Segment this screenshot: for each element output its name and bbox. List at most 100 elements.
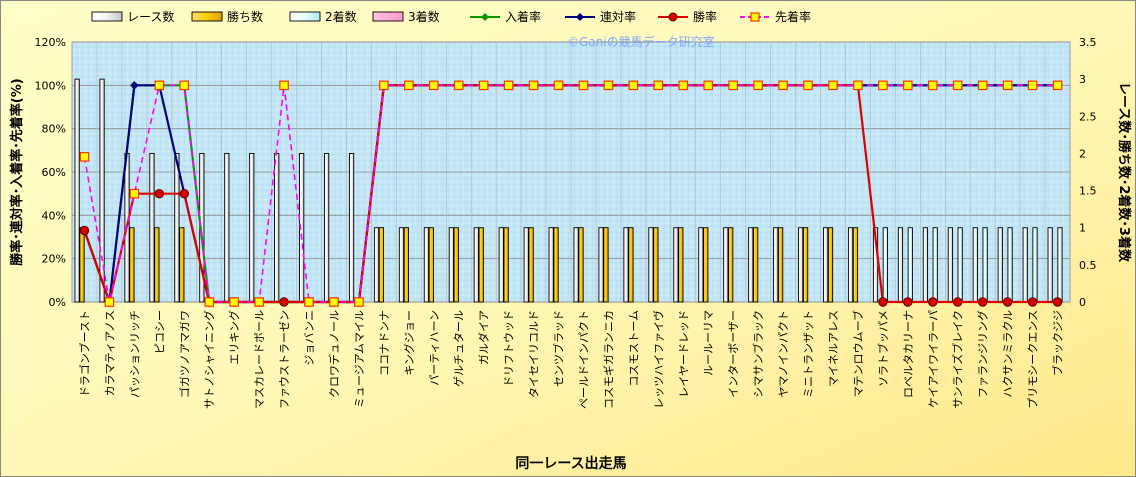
data-point <box>977 80 988 91</box>
x-axis-tick-labels: ドラゴンブースト カラマティアノス パッションリッチ ピコシー ゴガツノアマガワ サトノシ… <box>78 310 1065 409</box>
bar <box>179 227 185 303</box>
bar <box>947 227 953 303</box>
data-point <box>354 297 364 307</box>
left-axis-tick-label: 80% <box>42 123 66 136</box>
data-point <box>453 80 464 91</box>
data-point <box>628 80 639 91</box>
right-axis-tick-label: 1 <box>1079 222 1086 235</box>
bar <box>778 227 784 303</box>
data-point <box>553 80 564 91</box>
data-point <box>653 80 664 91</box>
x-tick-label: ドラゴンブースト <box>78 310 92 397</box>
x-tick-label: マテンロウムーブ <box>851 310 865 397</box>
data-point <box>927 80 938 91</box>
bar <box>224 152 230 303</box>
legend-marker <box>481 13 489 21</box>
bar <box>773 227 779 303</box>
left-axis-tick-label: 120% <box>35 36 66 49</box>
x-tick-label: ルールーリマ <box>702 310 715 376</box>
legend-label: 3着数 <box>408 9 440 24</box>
legend-swatch <box>191 11 223 22</box>
x-tick-label: レッツハイファイヴ <box>651 310 665 409</box>
bar <box>997 227 1003 303</box>
bar <box>957 227 963 303</box>
bar <box>802 227 809 303</box>
x-tick-label: クロワデュノール <box>327 310 341 398</box>
x-tick-label: パーティハーン <box>428 310 441 386</box>
x-tick-label: ピコシー <box>153 310 166 354</box>
bar <box>703 227 709 303</box>
legend-label: 勝率 <box>693 9 717 24</box>
x-tick-label: インターボーザー <box>727 310 740 398</box>
x-tick-label: レイヤードレッド <box>677 310 690 398</box>
data-point <box>952 80 963 91</box>
data-point <box>404 80 414 91</box>
data-point <box>179 80 190 91</box>
legend-marker <box>668 12 678 22</box>
x-tick-label: センツブラッド <box>552 310 566 387</box>
data-point <box>828 80 838 91</box>
data-point <box>428 80 439 91</box>
data-point <box>279 297 289 307</box>
bar <box>827 227 834 303</box>
right-axis-tick-label: 2.5 <box>1079 110 1097 123</box>
legend-label: 勝ち数 <box>227 9 263 24</box>
data-point <box>603 80 614 91</box>
data-point <box>1052 297 1063 307</box>
bar <box>673 227 679 303</box>
bar <box>1022 227 1028 303</box>
bar <box>129 227 135 303</box>
data-point <box>1027 80 1038 91</box>
right-axis-label: レース数･勝ち数･2着数･3着数 <box>1116 82 1132 263</box>
bar <box>653 227 659 303</box>
data-point <box>379 80 389 91</box>
data-point <box>154 80 165 91</box>
x-tick-label: ケイアイワイラーパ <box>927 310 940 408</box>
x-tick-label: ミニトランザット <box>802 310 815 398</box>
bar <box>403 227 409 303</box>
bar-series <box>74 78 1063 303</box>
left-axis-tick-label: 40% <box>42 209 66 222</box>
left-axis: 0% 20% 40% 60% 80% 100% 120% <box>35 36 66 309</box>
data-point <box>129 188 140 199</box>
bar <box>378 227 385 303</box>
bar <box>1057 227 1063 303</box>
bar <box>99 78 105 303</box>
x-tick-label: マスカレードボール <box>253 310 266 409</box>
x-tick-label: ドリフトウッド <box>503 310 516 387</box>
bar <box>74 78 80 303</box>
data-point <box>254 297 264 307</box>
x-tick-label: ペールドインパクト <box>578 310 591 409</box>
data-point <box>229 297 239 307</box>
left-axis-tick-label: 60% <box>42 166 66 179</box>
bar <box>698 227 704 303</box>
bar <box>728 227 734 303</box>
right-axis-tick-label: 1.5 <box>1079 185 1097 198</box>
x-tick-label: ファランジリング <box>976 310 990 398</box>
legend-marker <box>750 12 760 22</box>
data-point <box>903 297 913 307</box>
data-point <box>977 297 988 307</box>
x-tick-label: コスモストーム <box>627 310 640 387</box>
bar <box>448 227 454 303</box>
x-tick-label: ゲルチュタール <box>453 310 466 387</box>
x-axis-label: 同一レース出走馬 <box>515 455 626 472</box>
bar <box>274 152 280 303</box>
data-point <box>753 80 763 91</box>
data-point <box>878 297 888 307</box>
bar <box>628 227 634 303</box>
bar <box>932 227 938 303</box>
legend-label: レース数 <box>127 9 174 24</box>
bar <box>348 152 355 303</box>
bar <box>922 227 929 303</box>
bar <box>528 227 534 303</box>
bar <box>154 227 160 303</box>
legend-label: 先着率 <box>775 9 811 24</box>
left-axis-tick-label: 20% <box>42 253 66 266</box>
x-tick-label: タイセイリコルド <box>528 310 541 398</box>
bar <box>847 227 854 303</box>
data-point <box>79 225 90 236</box>
data-point <box>154 188 165 199</box>
bar <box>423 227 430 303</box>
